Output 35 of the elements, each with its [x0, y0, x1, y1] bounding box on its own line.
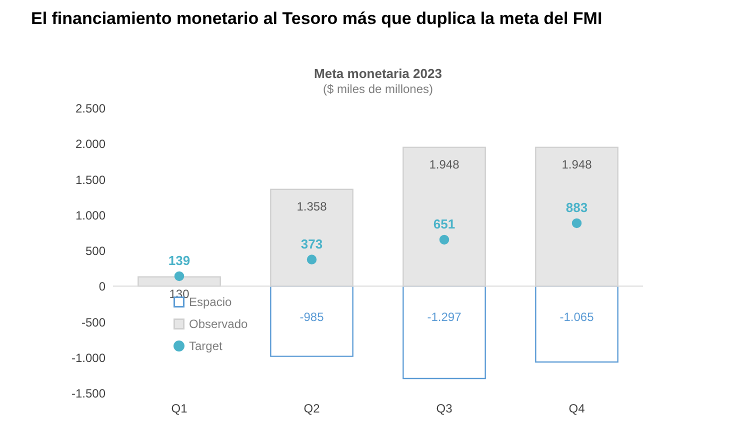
y-tick-label: 1.500	[75, 172, 106, 187]
y-tick-label: 1.000	[75, 208, 106, 222]
x-tick-label: Q1	[171, 402, 188, 416]
y-tick-label: -500	[81, 315, 106, 330]
point	[439, 234, 450, 245]
data-label: -1.297	[427, 310, 462, 324]
data-label: -985	[300, 310, 324, 324]
bar	[535, 286, 618, 363]
y-tick-label: 500	[85, 244, 106, 258]
x-tick-label: Q3	[436, 402, 453, 416]
y-tick-label: 2.000	[75, 137, 106, 152]
x-tick-label: Q4	[568, 402, 586, 416]
legend-label: Target	[189, 339, 224, 353]
y-tick-label: -1.500	[71, 386, 106, 400]
data-label: 1.948	[562, 157, 592, 172]
data-label: 1.948	[429, 157, 460, 172]
y-tick-label: -1.000	[71, 350, 106, 365]
data-label: 651	[433, 216, 456, 232]
data-label: 883	[566, 200, 588, 216]
chart-subtitle: Meta monetaria 2023 ($ miles de millones)	[314, 66, 442, 96]
point	[174, 271, 184, 282]
data-label: 139	[168, 253, 190, 268]
data-label: 373	[300, 236, 323, 252]
chart-title: El financiamiento monetario al Tesoro más que duplica la meta del FMI	[30, 9, 602, 28]
data-label: -1.065	[560, 310, 594, 324]
y-tick-label: 0	[98, 280, 106, 294]
x-tick-label: Q2	[304, 402, 320, 416]
bar	[402, 286, 486, 380]
data-label: 1.358	[296, 199, 328, 214]
legend-label: Observado	[189, 317, 248, 331]
y-tick-label: 2.500	[75, 102, 106, 116]
point	[306, 254, 317, 264]
bar	[270, 286, 354, 357]
legend-label: Espacio	[189, 295, 232, 309]
point	[572, 218, 582, 228]
